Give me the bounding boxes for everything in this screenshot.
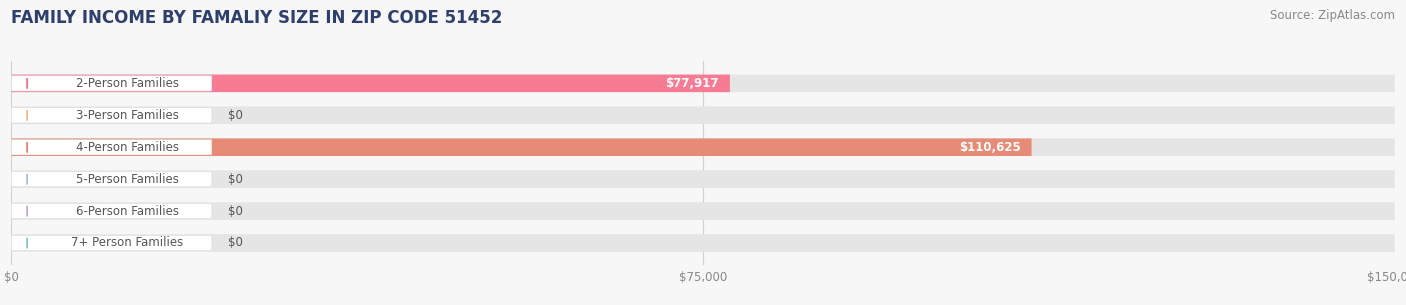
FancyBboxPatch shape xyxy=(11,74,1395,92)
Text: $110,625: $110,625 xyxy=(959,141,1021,154)
FancyBboxPatch shape xyxy=(11,106,1395,124)
FancyBboxPatch shape xyxy=(11,138,1395,156)
FancyBboxPatch shape xyxy=(11,108,212,123)
Text: $0: $0 xyxy=(228,173,243,186)
FancyBboxPatch shape xyxy=(11,171,212,187)
Text: Source: ZipAtlas.com: Source: ZipAtlas.com xyxy=(1270,9,1395,22)
FancyBboxPatch shape xyxy=(11,202,1395,220)
FancyBboxPatch shape xyxy=(11,74,730,92)
Text: 5-Person Families: 5-Person Families xyxy=(76,173,179,186)
FancyBboxPatch shape xyxy=(11,203,212,219)
Text: $77,917: $77,917 xyxy=(665,77,718,90)
Text: 6-Person Families: 6-Person Families xyxy=(76,205,179,217)
Text: FAMILY INCOME BY FAMALIY SIZE IN ZIP CODE 51452: FAMILY INCOME BY FAMALIY SIZE IN ZIP COD… xyxy=(11,9,502,27)
FancyBboxPatch shape xyxy=(11,76,212,91)
Text: 2-Person Families: 2-Person Families xyxy=(76,77,179,90)
FancyBboxPatch shape xyxy=(11,139,212,155)
Text: $0: $0 xyxy=(228,236,243,249)
Text: 4-Person Families: 4-Person Families xyxy=(76,141,179,154)
FancyBboxPatch shape xyxy=(11,235,212,251)
Text: $0: $0 xyxy=(228,109,243,122)
Text: 7+ Person Families: 7+ Person Families xyxy=(72,236,184,249)
Text: 3-Person Families: 3-Person Families xyxy=(76,109,179,122)
FancyBboxPatch shape xyxy=(11,138,1032,156)
FancyBboxPatch shape xyxy=(11,170,1395,188)
Text: $0: $0 xyxy=(228,205,243,217)
FancyBboxPatch shape xyxy=(11,234,1395,252)
